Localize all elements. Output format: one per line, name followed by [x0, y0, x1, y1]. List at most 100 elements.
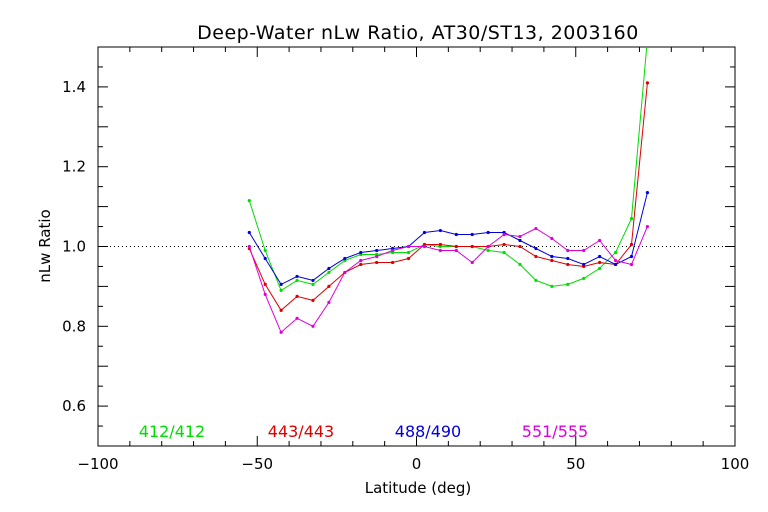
y-tick-label: 0.6: [62, 397, 86, 415]
data-point: [629, 262, 634, 267]
data-point: [295, 316, 299, 320]
data-point: [327, 270, 331, 275]
y-tick-labels: 0.6 0.8 1.0 1.2 1.4: [62, 78, 86, 415]
data-point: [359, 262, 363, 267]
data-point: [406, 256, 411, 261]
x-tick-labels: −100 −50 0 50 100: [77, 455, 749, 473]
data-point: [263, 282, 267, 287]
data-point: [375, 248, 379, 253]
series-line: [248, 82, 648, 312]
data-point: [629, 242, 634, 247]
data-point: [566, 248, 570, 253]
data-point: [406, 244, 411, 249]
data-point: [598, 254, 602, 259]
y-axis-label: nLw Ratio: [36, 209, 54, 282]
data-point: [550, 258, 554, 263]
data-point: [279, 282, 283, 287]
data-point: [438, 228, 442, 233]
legend-entry: 551/555: [522, 422, 588, 441]
data-point: [295, 278, 299, 283]
data-point: [502, 250, 506, 255]
data-point: [566, 262, 570, 267]
series-443-443: [247, 81, 650, 312]
data-point: [486, 244, 490, 249]
data-point: [454, 248, 458, 253]
series-551-555: [247, 224, 650, 334]
data-point: [359, 250, 363, 255]
data-point: [645, 81, 650, 85]
x-tick-label: 0: [412, 455, 422, 473]
data-point: [311, 324, 315, 328]
x-tick-label: 100: [721, 455, 750, 473]
y-tick-label: 1.0: [62, 238, 86, 256]
data-point: [438, 242, 442, 247]
series-line: [248, 226, 648, 334]
data-point: [359, 258, 363, 263]
data-point: [550, 236, 554, 241]
data-point: [470, 232, 474, 237]
data-point: [279, 308, 283, 312]
data-point: [422, 244, 427, 249]
data-point: [566, 282, 570, 287]
data-point: [327, 284, 331, 288]
y-tick-label: 1.2: [62, 158, 86, 176]
data-point: [279, 330, 283, 334]
x-tick-label: −100: [77, 455, 118, 473]
series-layer: [247, 47, 650, 334]
data-point: [247, 244, 251, 249]
data-point: [454, 244, 458, 249]
data-point: [311, 282, 315, 287]
data-point: [613, 262, 618, 267]
data-point: [645, 191, 650, 195]
data-point: [534, 278, 538, 283]
data-point: [391, 248, 395, 253]
y-tick-label: 0.8: [62, 317, 86, 335]
data-point: [247, 230, 251, 235]
data-point: [582, 262, 586, 267]
data-point: [343, 270, 347, 275]
data-point: [406, 250, 411, 255]
data-point: [311, 278, 315, 283]
x-tick-label: 50: [566, 455, 585, 473]
data-point: [391, 260, 395, 265]
data-point: [295, 294, 299, 298]
data-point: [598, 260, 602, 265]
data-point: [550, 284, 554, 288]
data-point: [598, 266, 602, 271]
legend: 412/412 443/443 488/490 551/555: [139, 422, 588, 441]
data-point: [486, 248, 490, 253]
data-point: [343, 256, 347, 261]
data-point: [613, 258, 618, 263]
data-point: [629, 216, 634, 221]
data-point: [311, 298, 315, 302]
data-point: [598, 238, 602, 243]
data-point: [502, 232, 506, 237]
data-point: [518, 234, 522, 239]
data-point: [582, 248, 586, 253]
data-point: [613, 250, 618, 255]
data-point: [327, 300, 331, 304]
data-point: [263, 292, 267, 296]
series-line: [248, 47, 648, 292]
x-tick-label: −50: [241, 455, 273, 473]
legend-entry: 443/443: [268, 422, 334, 441]
data-point: [422, 230, 427, 235]
series-412-412: [247, 47, 648, 292]
data-point: [438, 248, 442, 253]
data-point: [582, 276, 586, 281]
data-point: [454, 232, 458, 237]
series-488-490: [247, 191, 650, 287]
data-point: [247, 199, 251, 203]
data-point: [534, 246, 538, 251]
data-point: [629, 254, 634, 259]
data-point: [550, 254, 554, 259]
data-point: [327, 266, 331, 271]
data-point: [534, 254, 538, 259]
data-point: [518, 244, 522, 249]
data-point: [263, 256, 267, 261]
data-point: [645, 224, 650, 229]
legend-entry: 488/490: [395, 422, 461, 441]
data-point: [375, 260, 379, 265]
data-point: [486, 230, 490, 235]
